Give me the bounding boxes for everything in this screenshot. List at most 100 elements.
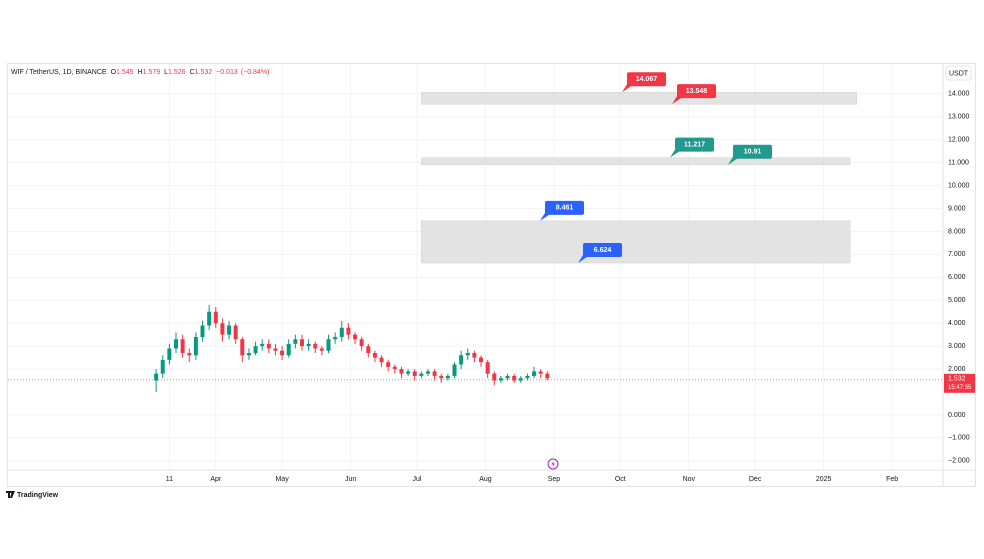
label-pointer [728, 156, 737, 165]
candle-body [406, 371, 411, 374]
candle-body [359, 339, 364, 347]
candle-body [240, 339, 245, 356]
events-icon-bolt [551, 460, 555, 468]
candle-body [532, 371, 537, 376]
ohlc-value: 1.545 [116, 69, 134, 76]
candle-body [545, 373, 550, 379]
x-tick-label: May [275, 476, 289, 483]
y-tick-label: 5.000 [948, 297, 966, 304]
candle-body [207, 311, 212, 326]
candle-body [386, 362, 391, 367]
price-label: 8.461 [556, 205, 574, 212]
y-tick-label: −2.000 [948, 458, 970, 465]
candle-body [313, 343, 318, 349]
ohlc-value: 1.579 [143, 69, 161, 76]
price-label-box [677, 84, 716, 99]
x-tick-label: 11 [166, 476, 173, 483]
candles [8, 304, 943, 393]
currency: USDT [949, 70, 969, 77]
candle-body [253, 346, 258, 354]
candle-body [319, 348, 324, 351]
candle-body [445, 375, 450, 379]
candle-body [479, 357, 484, 363]
ohlc-key: L [164, 69, 168, 76]
y-tick-label: −1.000 [948, 435, 970, 442]
x-tick-label: Dec [749, 476, 762, 483]
candle-body [346, 327, 351, 335]
x-tick-label: Jun [345, 476, 356, 483]
candle-body [392, 366, 397, 370]
candle-body [525, 375, 530, 379]
price-label-box [545, 200, 584, 215]
candle-body [339, 327, 344, 337]
price-label: 11.217 [684, 141, 705, 148]
candle-body [538, 371, 543, 374]
candle-body [412, 371, 417, 376]
candle-body [425, 371, 430, 374]
candle-body [452, 364, 457, 376]
y-tick-label: 8.000 [948, 228, 966, 235]
candle-body [306, 343, 311, 347]
candle-body [472, 353, 477, 358]
x-tick-label: Jul [412, 476, 421, 483]
price-label-box [675, 137, 714, 152]
label-pointer [540, 212, 549, 221]
y-tick-label: 0.000 [948, 412, 966, 419]
candle-body [227, 325, 232, 335]
candle-body [492, 373, 497, 381]
y-tick-label: 10.000 [948, 182, 970, 189]
candle-body [280, 350, 285, 356]
candle-body [299, 339, 304, 347]
candle-body [379, 357, 384, 363]
candle-body [512, 375, 517, 381]
candle-body [187, 353, 192, 356]
symbol: WIF / TetherUS, 1D, BINANCE [11, 69, 107, 76]
x-tick-label: Apr [210, 476, 222, 483]
y-tick-label: 11.000 [948, 159, 969, 166]
x-tick-label: Oct [615, 476, 626, 483]
ohlc-key: H [138, 69, 143, 76]
candle-body [167, 348, 172, 360]
x-tick-label: Feb [886, 476, 898, 483]
candle-body [173, 339, 178, 349]
candle-body [465, 353, 470, 356]
zone [421, 92, 858, 105]
y-tick-label: 6.000 [948, 274, 966, 281]
y-tick-label: 2.000 [948, 366, 966, 373]
last-price: 1.532 [948, 376, 966, 383]
brand-logo [6, 491, 15, 498]
candle-body [326, 339, 331, 351]
label-pointer [622, 84, 631, 93]
price-label: 13.548 [686, 88, 708, 95]
label-pointer [670, 149, 679, 158]
candle-body [505, 375, 510, 379]
brand: TradingView [17, 492, 59, 499]
price-label: 6.624 [594, 247, 612, 254]
candle-body [246, 353, 251, 356]
x-tick-label: Aug [479, 476, 492, 483]
candle-body [432, 371, 437, 376]
price-label-box [583, 243, 622, 258]
candle-body [372, 353, 377, 358]
candle-body [260, 343, 265, 347]
candle-body [459, 355, 464, 365]
candle-body [293, 339, 298, 344]
candle-body [266, 343, 271, 349]
candle-body [180, 339, 185, 354]
y-tick-label: 3.000 [948, 343, 966, 350]
price-label: 10.91 [744, 149, 762, 156]
price-label-box [627, 72, 666, 87]
y-tick-label: 9.000 [948, 205, 966, 212]
y-tick-label: 14.000 [948, 91, 970, 98]
countdown: 15:47:35 [948, 385, 972, 391]
candle-body [220, 323, 225, 335]
candle-body [439, 375, 444, 379]
y-tick-label: 4.000 [948, 320, 966, 327]
label-pointer [578, 255, 587, 264]
candle-body [333, 336, 338, 340]
x-tick-label: Nov [683, 476, 696, 483]
candle-body [498, 378, 503, 381]
candle-body [485, 362, 490, 374]
candle-body [518, 378, 523, 381]
